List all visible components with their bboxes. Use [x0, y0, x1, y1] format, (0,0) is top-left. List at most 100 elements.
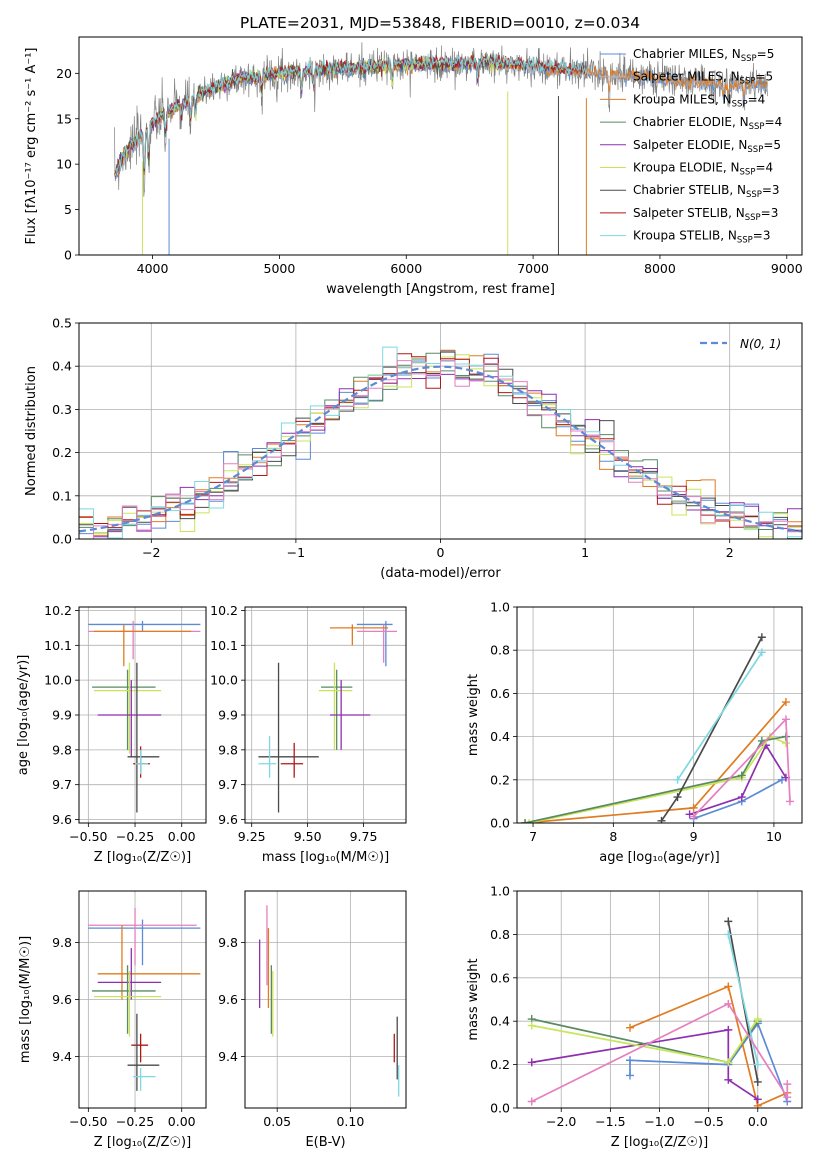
weight-point-marker: [527, 1058, 536, 1067]
x-axis-label: Z [log₁₀(Z/Z☉)]: [94, 850, 191, 865]
y-tick-label: 9.6: [218, 992, 238, 1007]
weight-point-marker: [724, 1075, 733, 1084]
y-tick-label: 1.0: [490, 884, 510, 899]
spectrum-plot-area: [114, 42, 768, 255]
y-tick-label: 0.2: [52, 445, 72, 460]
mass-vs-z-plot-area: [88, 908, 201, 1091]
weight-point-marker: [753, 1095, 762, 1104]
x-tick-label: 0: [437, 545, 445, 560]
age-vs-mass-panel: 9.25 9.50 9.75 9.6 9.7 9.8 9.9 10.0 10.1 10.2 mass…: [210, 603, 407, 865]
weight-vs-z-panel: −2.0 −1.5 −1.0 −0.5 0.0 0.0 0.2 0.4 0.6 0.8 1.0 Z […: [466, 884, 803, 1150]
spectrum-panel: 4000 5000 6000 7000 8000 9000 0 5 10 15 20 waveleng…: [24, 36, 803, 297]
y-axis-label: Normed distribution: [24, 366, 39, 496]
residuals-panel: −2 −1 0 1 2 0.0 0.1 0.2 0.3 0.4 0.5 (data-model)/er…: [24, 316, 803, 581]
x-tick-label: 6000: [390, 261, 422, 276]
y-tick-label: 9.4: [52, 1049, 72, 1064]
weight-series-line: [689, 743, 787, 816]
weight-point-marker: [673, 775, 682, 784]
weight-point-marker: [657, 816, 666, 823]
weight-point-marker: [689, 812, 698, 821]
y-tick-label: 0.4: [52, 359, 72, 374]
x-tick-label: 9000: [771, 261, 803, 276]
axes-frame: [78, 36, 803, 256]
legend-entry: Chabrier ELODIE, NSSP=4: [633, 115, 782, 132]
x-tick-label: 1: [581, 545, 589, 560]
x-axis-label: Z [log₁₀(Z/Z☉)]: [611, 1135, 708, 1150]
weight-series-line: [531, 1018, 759, 1064]
axes-frame: [516, 606, 803, 824]
x-tick-label: 0.00: [168, 829, 196, 844]
y-tick-label: 0.0: [490, 816, 510, 831]
y-tick-label: 10.1: [210, 638, 238, 653]
x-tick-label: 10: [766, 829, 782, 844]
weight-point-marker: [781, 715, 790, 724]
x-tick-label: 8: [609, 829, 617, 844]
y-axis-label: Flux [fλ10⁻¹⁷ erg cm⁻² s⁻¹ A⁻¹]: [24, 48, 39, 245]
y-tick-label: 0.0: [52, 532, 72, 547]
weight-series-line: [524, 701, 787, 823]
y-axis-label: mass weight: [466, 674, 481, 756]
axes-frame: [78, 890, 207, 1109]
legend-entry: Kroupa MILES, NSSP=4: [633, 92, 765, 109]
weight-point-marker: [626, 1056, 635, 1065]
x-axis-label: mass [log₁₀(M/M☉)]: [262, 850, 389, 865]
weight-point-marker: [753, 1015, 762, 1024]
weight-point-marker: [781, 698, 790, 707]
axes-frame: [244, 606, 407, 824]
y-tick-label: 1.0: [490, 600, 510, 615]
x-tick-label: 0.05: [263, 1114, 291, 1129]
mass-vs-ebv-panel: 0.05 0.10 9.4 9.6 9.8 E(B-V): [218, 890, 407, 1150]
residuals-legend: N(0, 1): [700, 337, 781, 351]
y-tick-label: 10.0: [44, 673, 72, 688]
weight-point-marker: [724, 1058, 733, 1067]
figure-title: PLATE=2031, MJD=53848, FIBERID=0010, z=0…: [240, 14, 640, 32]
x-tick-label: 9.75: [350, 829, 378, 844]
histogram-step: [79, 359, 802, 539]
residuals-plot-area: [79, 346, 802, 539]
legend-entry: Salpeter MILES, NSSP=5: [633, 70, 773, 87]
y-tick-label: 0.2: [490, 772, 510, 787]
legend-entry: Chabrier MILES, NSSP=5: [633, 47, 774, 64]
legend-entry: Salpeter ELODIE, NSSP=5: [633, 138, 781, 155]
x-axis-label: E(B-V): [305, 1135, 345, 1150]
weight-point-marker: [685, 810, 694, 819]
y-tick-label: 9.7: [52, 777, 72, 792]
x-tick-label: −0.50: [69, 829, 107, 844]
y-tick-label: 0.3: [52, 402, 72, 417]
y-tick-label: 0.0: [490, 1101, 510, 1116]
weight-point-marker: [783, 1093, 792, 1102]
weight-point-marker: [737, 771, 746, 780]
x-tick-label: −1.5: [595, 1114, 625, 1129]
age-vs-mass-plot-area: [258, 620, 398, 813]
y-tick-label: 10: [56, 157, 72, 172]
weight-vs-age-plot-area: [521, 633, 794, 823]
weight-point-marker: [521, 819, 530, 823]
x-tick-label: 0.00: [168, 1114, 196, 1129]
weight-point-marker: [525, 819, 534, 823]
weight-point-marker: [724, 917, 733, 926]
weight-vs-z-plot-area: [527, 917, 792, 1108]
mass-vs-z-panel: −0.50 −0.25 0.00 9.4 9.6 9.8 Z [log₁₀(Z/Z☉)] ma…: [18, 890, 207, 1150]
weight-series-line: [629, 985, 788, 1107]
y-tick-label: 0.2: [490, 1057, 510, 1072]
x-tick-label: −0.5: [693, 1114, 723, 1129]
y-tick-label: 9.7: [218, 777, 238, 792]
y-tick-label: 0.8: [490, 643, 510, 658]
age-vs-z-plot-area: [88, 620, 201, 813]
weight-point-marker: [783, 1080, 792, 1089]
y-tick-label: 0.6: [490, 970, 510, 985]
y-axis-label: mass [log₁₀(M/M☉)]: [18, 936, 33, 1063]
x-tick-label: 7000: [517, 261, 549, 276]
weight-point-marker: [753, 1060, 762, 1069]
x-tick-label: 8000: [644, 261, 676, 276]
y-tick-label: 9.9: [218, 708, 238, 723]
legend-entry: Salpeter STELIB, NSSP=3: [633, 206, 778, 223]
axes-frame: [516, 890, 803, 1109]
y-tick-label: 9.6: [52, 992, 72, 1007]
x-tick-label: −0.25: [116, 829, 154, 844]
x-axis-label: age [log₁₀(age/yr)]: [599, 850, 720, 865]
x-tick-label: 5000: [264, 261, 296, 276]
y-tick-label: 9.8: [218, 742, 238, 757]
axes-frame: [78, 322, 803, 540]
